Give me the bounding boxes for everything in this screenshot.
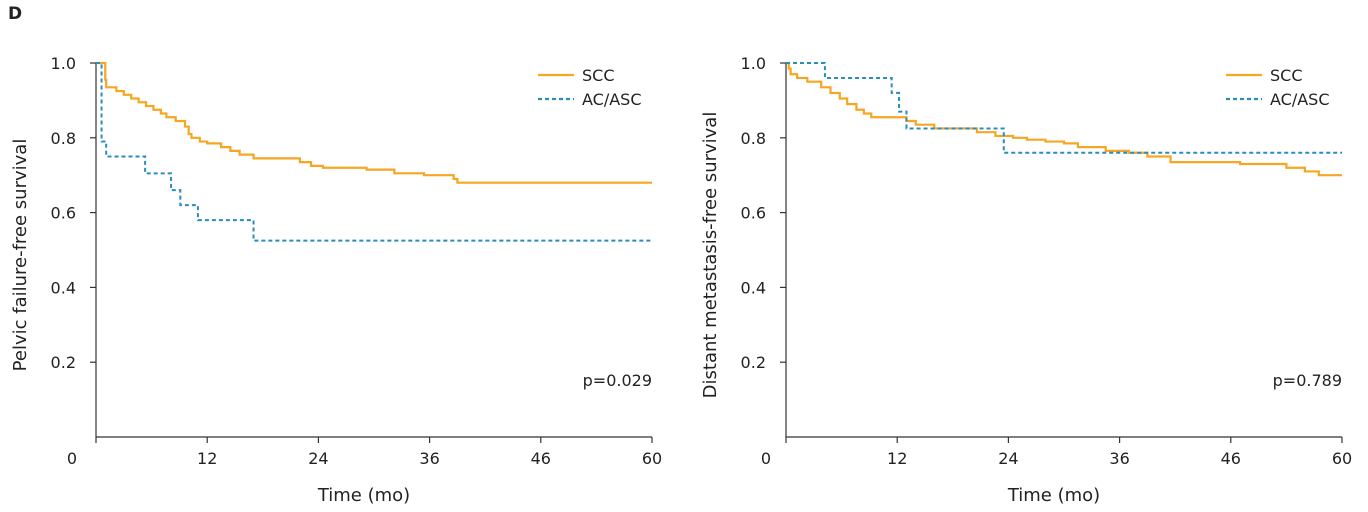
p-value: p=0.789 <box>1273 371 1342 390</box>
p-value: p=0.029 <box>583 371 652 390</box>
y-tick-label: 0.4 <box>51 278 76 297</box>
x-tick-label: 36 <box>1109 449 1129 468</box>
y-axis-label: Pelvic failure-free survival <box>10 139 31 372</box>
y-tick-label: 0.6 <box>741 204 766 223</box>
legend-label: SCC <box>1270 66 1303 85</box>
y-tick-label: 0.8 <box>741 129 766 148</box>
x-tick-label: 12 <box>887 449 907 468</box>
x-tick-label: 60 <box>1332 449 1352 468</box>
x-tick-label: 0 <box>761 449 771 468</box>
x-tick-label: 24 <box>998 449 1018 468</box>
x-tick-label: 60 <box>642 449 662 468</box>
x-axis-label: Time (mo) <box>1007 485 1100 506</box>
x-tick-label: 12 <box>197 449 217 468</box>
series-line-scc <box>96 61 652 184</box>
chart-panel-1: 0 12 24 36 46 60 0.2 0.4 0.6 0.8 1.0 Time (mo) Pelvi… <box>10 54 662 506</box>
y-tick-label: 1.0 <box>741 54 766 73</box>
y-tick-label: 1.0 <box>51 54 76 73</box>
series-line-scc <box>786 61 1342 177</box>
x-tick-label: 46 <box>1221 449 1241 468</box>
legend-label: AC/ASC <box>1270 90 1330 109</box>
y-tick-label: 0.2 <box>51 353 76 372</box>
y-axis-label: Distant metastasis-free survival <box>700 112 721 399</box>
panel-letter: D <box>8 4 23 24</box>
series-line-ac-asc <box>786 62 1342 154</box>
x-axis-label: Time (mo) <box>317 485 410 506</box>
x-tick-label: 46 <box>531 449 551 468</box>
y-tick-label: 0.4 <box>741 278 766 297</box>
y-tick-label: 0.6 <box>51 204 76 223</box>
y-tick-label: 0.2 <box>741 353 766 372</box>
chart-panel-2: 0 12 24 36 46 60 0.2 0.4 0.6 0.8 1.0 Time (mo) Dista… <box>700 54 1352 506</box>
x-tick-label: 0 <box>67 449 77 468</box>
legend-label: AC/ASC <box>582 90 642 109</box>
series-line-ac-asc <box>96 62 652 242</box>
x-tick-label: 24 <box>308 449 328 468</box>
legend-label: SCC <box>582 66 615 85</box>
x-tick-label: 36 <box>419 449 439 468</box>
y-tick-label: 0.8 <box>51 129 76 148</box>
